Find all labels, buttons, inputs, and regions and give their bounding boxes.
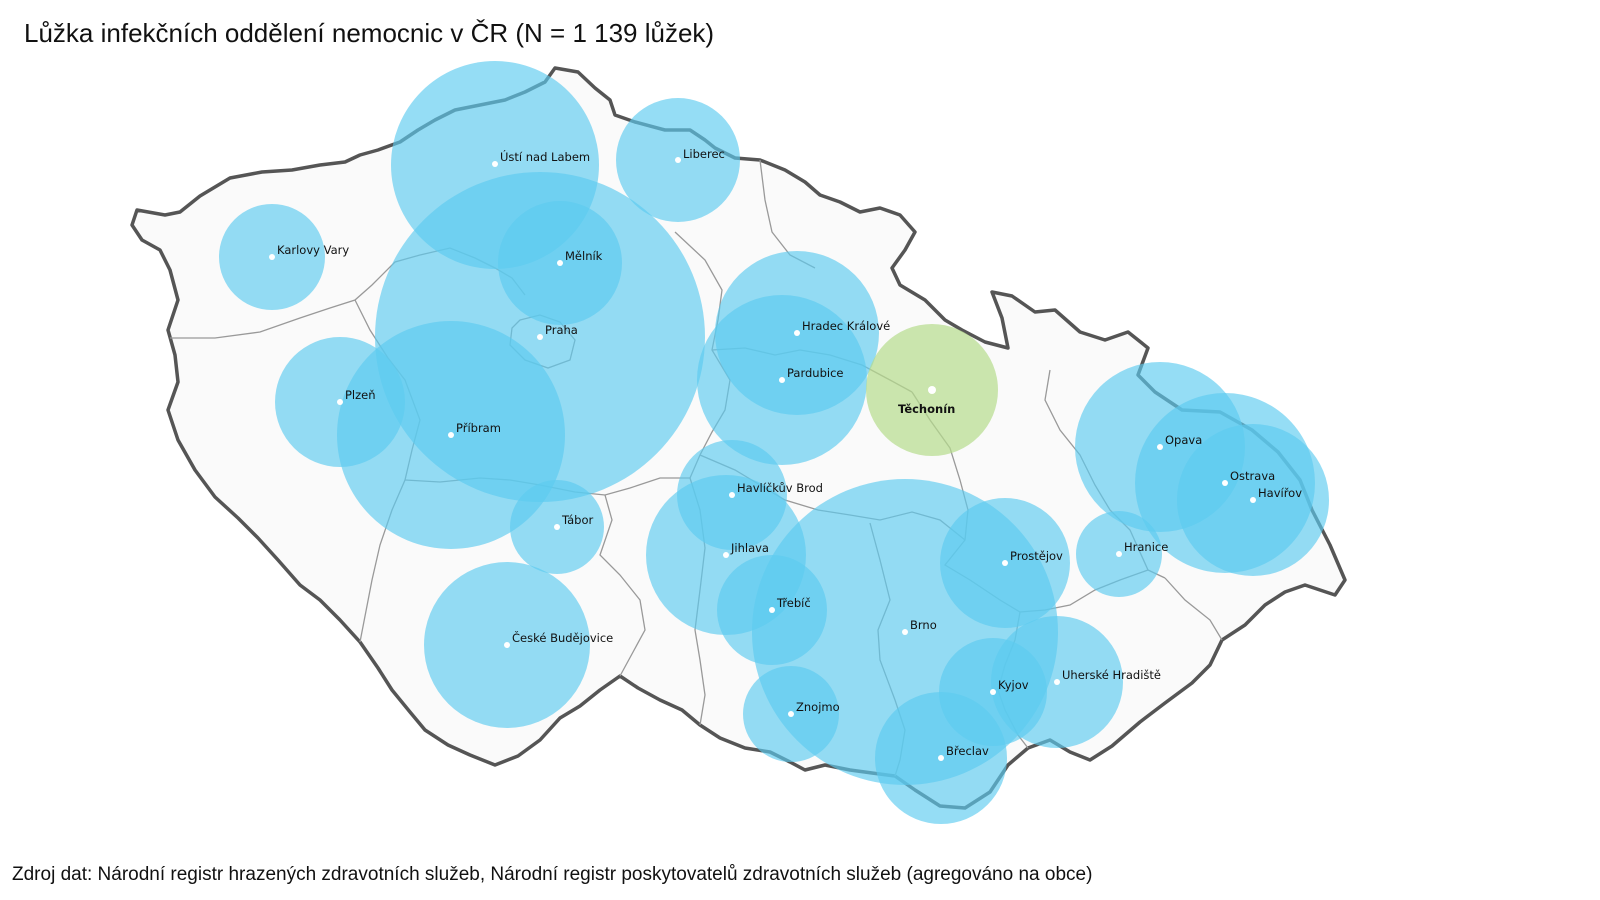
label-pardubice: Pardubice xyxy=(787,366,843,380)
dot-havlickuv-brod xyxy=(729,492,735,498)
label-havirov: Havířov xyxy=(1258,486,1302,500)
label-karlovy-vary: Karlovy Vary xyxy=(277,243,349,257)
dot-znojmo xyxy=(788,711,794,717)
label-ceske-budejovice: České Budějovice xyxy=(512,630,613,645)
dot-hradec-kralove xyxy=(794,330,800,336)
dot-jihlava xyxy=(723,552,729,558)
label-havlickuv-brod: Havlíčkův Brod xyxy=(737,481,823,495)
dot-ostrava xyxy=(1222,480,1228,486)
label-ostrava: Ostrava xyxy=(1230,469,1275,483)
label-kyjov: Kyjov xyxy=(998,678,1029,692)
dot-kyjov xyxy=(990,689,996,695)
label-praha: Praha xyxy=(545,323,578,337)
label-jihlava: Jihlava xyxy=(730,541,769,555)
map-title: Lůžka infekčních oddělení nemocnic v ČR … xyxy=(24,18,715,48)
dot-karlovy-vary xyxy=(269,254,275,260)
label-tabor: Tábor xyxy=(561,513,594,527)
dot-havirov xyxy=(1250,497,1256,503)
city-labels: Ústí nad Labem Liberec Karlovy Vary Měln… xyxy=(277,147,1302,758)
label-opava: Opava xyxy=(1165,433,1202,447)
label-liberec: Liberec xyxy=(683,147,725,161)
dot-prostejov xyxy=(1002,560,1008,566)
label-hradec-kralove: Hradec Králové xyxy=(802,319,890,333)
dot-plzen xyxy=(337,399,343,405)
dot-techonin xyxy=(928,386,936,394)
dot-opava xyxy=(1157,444,1163,450)
dot-liberec xyxy=(675,157,681,163)
dot-hranice xyxy=(1116,551,1122,557)
dot-pribram xyxy=(448,432,454,438)
dot-usti-nad-labem xyxy=(492,161,498,167)
label-plzen: Plzeň xyxy=(345,388,376,402)
label-brno: Brno xyxy=(910,618,937,632)
label-trebic: Třebíč xyxy=(776,596,811,610)
label-znojmo: Znojmo xyxy=(796,700,840,714)
label-usti-nad-labem: Ústí nad Labem xyxy=(500,149,590,164)
label-uherske-hradiste: Uherské Hradiště xyxy=(1062,668,1161,682)
dot-pardubice xyxy=(779,377,785,383)
dot-tabor xyxy=(554,524,560,530)
dot-praha xyxy=(537,334,543,340)
label-breclav: Břeclav xyxy=(946,744,989,758)
label-melnik: Mělník xyxy=(565,249,603,263)
label-pribram: Příbram xyxy=(456,421,501,435)
dot-melnik xyxy=(557,260,563,266)
dot-uherske-hradiste xyxy=(1054,679,1060,685)
data-source-note: Zdroj dat: Národní registr hrazených zdr… xyxy=(12,864,1093,885)
label-prostejov: Prostějov xyxy=(1010,549,1063,563)
dot-breclav xyxy=(938,755,944,761)
label-techonin: Těchonín xyxy=(898,402,955,416)
dot-trebic xyxy=(769,607,775,613)
label-hranice: Hranice xyxy=(1124,540,1168,554)
city-dots xyxy=(269,157,1256,761)
dot-ceske-budejovice xyxy=(504,642,510,648)
dot-brno xyxy=(902,629,908,635)
